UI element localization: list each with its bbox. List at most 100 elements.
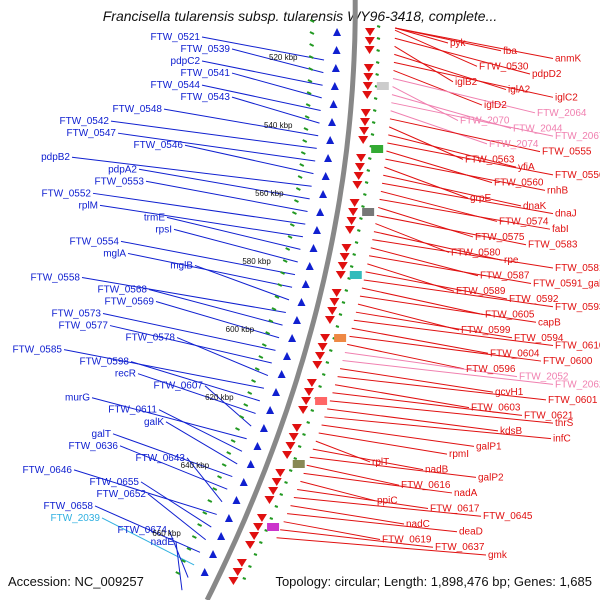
gene-label-left[interactable]: murG [65, 393, 90, 404]
gene-label-right[interactable]: FTW_0580 [451, 247, 501, 258]
forward-gene[interactable] [364, 37, 375, 45]
forward-gene[interactable] [317, 343, 328, 351]
gene-label-left[interactable]: FTW_0611 [108, 405, 157, 416]
left-gene-labels[interactable]: FTW_0521FTW_0539pdpC2FTW_0541FTW_0544FTW… [13, 32, 231, 548]
gene-label-left[interactable]: FTW_0554 [70, 236, 120, 247]
forward-gene[interactable] [306, 379, 317, 387]
annotation-block[interactable] [371, 145, 384, 153]
gene-label-right[interactable]: FTW_0530 [479, 61, 529, 72]
gene-label-left[interactable]: FTW_0636 [69, 441, 119, 452]
gene-label-left[interactable]: FTW_0558 [31, 272, 81, 283]
gene-label-right[interactable]: FTW_0581 [555, 263, 600, 274]
forward-gene[interactable] [358, 136, 369, 144]
gene-label-right[interactable]: FTW_0605 [485, 310, 535, 321]
gene-label-right[interactable]: FTW_0575 [475, 232, 525, 243]
reverse-gene[interactable] [331, 64, 340, 72]
gene-label-right[interactable]: fabI [552, 224, 569, 235]
gene-label-left[interactable]: FTW_0569 [105, 297, 155, 308]
reverse-gene[interactable] [332, 46, 341, 54]
reverse-gene[interactable] [246, 460, 255, 468]
forward-gene[interactable] [285, 442, 296, 450]
gene-label-right[interactable]: FTW_0637 [435, 542, 485, 553]
forward-gene[interactable] [253, 523, 264, 531]
gene-label-left[interactable]: FTW_0547 [67, 128, 117, 139]
forward-gene[interactable] [271, 478, 282, 486]
forward-gene[interactable] [315, 352, 326, 360]
forward-gene[interactable] [327, 307, 338, 315]
gene-label-right[interactable]: thrS [555, 418, 574, 429]
gene-label-left[interactable]: rplM [79, 200, 98, 211]
gene-label-right[interactable]: FTW_0619 [382, 534, 432, 545]
gene-label-right[interactable]: kdsB [500, 426, 523, 437]
gene-label-right[interactable]: FTW_0601 [548, 395, 598, 406]
forward-gene[interactable] [312, 361, 323, 369]
reverse-gene[interactable] [327, 118, 336, 126]
forward-gene[interactable] [353, 172, 364, 180]
gene-label-left[interactable]: FTW_0585 [13, 345, 63, 356]
gene-label-left[interactable]: pdpC2 [171, 56, 201, 67]
gene-label-left[interactable]: FTW_0543 [181, 92, 231, 103]
gene-label-right[interactable]: galP2 [478, 472, 504, 483]
gene-label-right[interactable]: FTW_0555 [542, 147, 592, 158]
gene-label-left[interactable]: FTW_0539 [181, 44, 231, 55]
forward-gene[interactable] [228, 577, 239, 585]
gene-label-left[interactable]: FTW_0542 [60, 116, 110, 127]
gene-label-left[interactable]: recR [115, 369, 136, 380]
forward-gene[interactable] [329, 298, 340, 306]
gene-label-right[interactable]: iglB2 [455, 77, 478, 88]
gene-label-right[interactable]: iglD2 [484, 100, 507, 111]
gene-label-right[interactable]: yfiA [518, 162, 535, 173]
reverse-gene[interactable] [253, 442, 262, 450]
forward-gene[interactable] [256, 514, 267, 522]
gene-label-left[interactable]: galK [144, 417, 164, 428]
gene-label-left[interactable]: FTW_0553 [95, 176, 145, 187]
gene-label-left[interactable]: FTW_0674 [118, 525, 168, 536]
annotation-block[interactable] [376, 82, 389, 90]
gene-label-right[interactable]: FTW_2067 [555, 131, 600, 142]
gene-label-right[interactable]: FTW_0594 [514, 333, 564, 344]
forward-gene[interactable] [363, 73, 374, 81]
annotation-block[interactable] [292, 460, 305, 468]
annotation-block[interactable] [362, 208, 375, 216]
gene-label-right[interactable]: FTW_0616 [401, 480, 451, 491]
gene-label-left[interactable]: FTW_0544 [151, 80, 201, 91]
gene-label-right[interactable]: FTW_0591_galE [533, 278, 600, 289]
forward-gene[interactable] [268, 487, 279, 495]
forward-gene[interactable] [275, 469, 286, 477]
gene-label-left[interactable]: FTW_0658 [44, 501, 94, 512]
forward-gene[interactable] [362, 91, 373, 99]
forward-gene[interactable] [348, 208, 359, 216]
forward-gene[interactable] [232, 568, 243, 576]
gene-label-right[interactable]: nadA [454, 488, 478, 499]
gene-label-right[interactable]: capB [538, 317, 561, 328]
reverse-gene[interactable] [209, 550, 218, 558]
forward-gene[interactable] [362, 82, 373, 90]
reverse-gene[interactable] [224, 514, 233, 522]
gene-label-left[interactable]: mglA [103, 248, 126, 259]
forward-gene[interactable] [346, 217, 357, 225]
gene-label-right[interactable]: iglC2 [555, 92, 578, 103]
gene-label-right[interactable]: rpe [504, 255, 519, 266]
gene-label-right[interactable]: FTW_0574 [499, 216, 549, 227]
gene-label-right[interactable]: FTW_2070 [460, 116, 510, 127]
forward-gene[interactable] [344, 226, 355, 234]
gene-label-right[interactable]: FTW_2052 [519, 372, 569, 383]
forward-gene[interactable] [335, 271, 346, 279]
forward-gene[interactable] [264, 496, 275, 504]
forward-gene[interactable] [304, 388, 315, 396]
gene-label-left[interactable]: FTW_0652 [97, 489, 147, 500]
gene-label-left[interactable]: FTW_2039 [51, 513, 101, 524]
gene-label-right[interactable]: FTW_0596 [466, 364, 516, 375]
gene-label-right[interactable]: pdpD2 [532, 69, 562, 80]
reverse-gene[interactable] [277, 370, 286, 378]
gene-label-right[interactable]: FTW_0604 [490, 348, 540, 359]
gene-label-left[interactable]: FTW_0546 [134, 140, 184, 151]
gene-label-right[interactable]: gmk [488, 550, 508, 561]
forward-gene[interactable] [236, 559, 247, 567]
gene-label-right[interactable]: FTW_0587 [480, 271, 530, 282]
forward-gene[interactable] [359, 127, 370, 135]
gene-label-right[interactable]: FTW_0599 [461, 325, 511, 336]
forward-gene[interactable] [298, 406, 309, 414]
gene-label-right[interactable]: FTW_2062 [555, 379, 600, 390]
reverse-gene[interactable] [324, 154, 333, 162]
